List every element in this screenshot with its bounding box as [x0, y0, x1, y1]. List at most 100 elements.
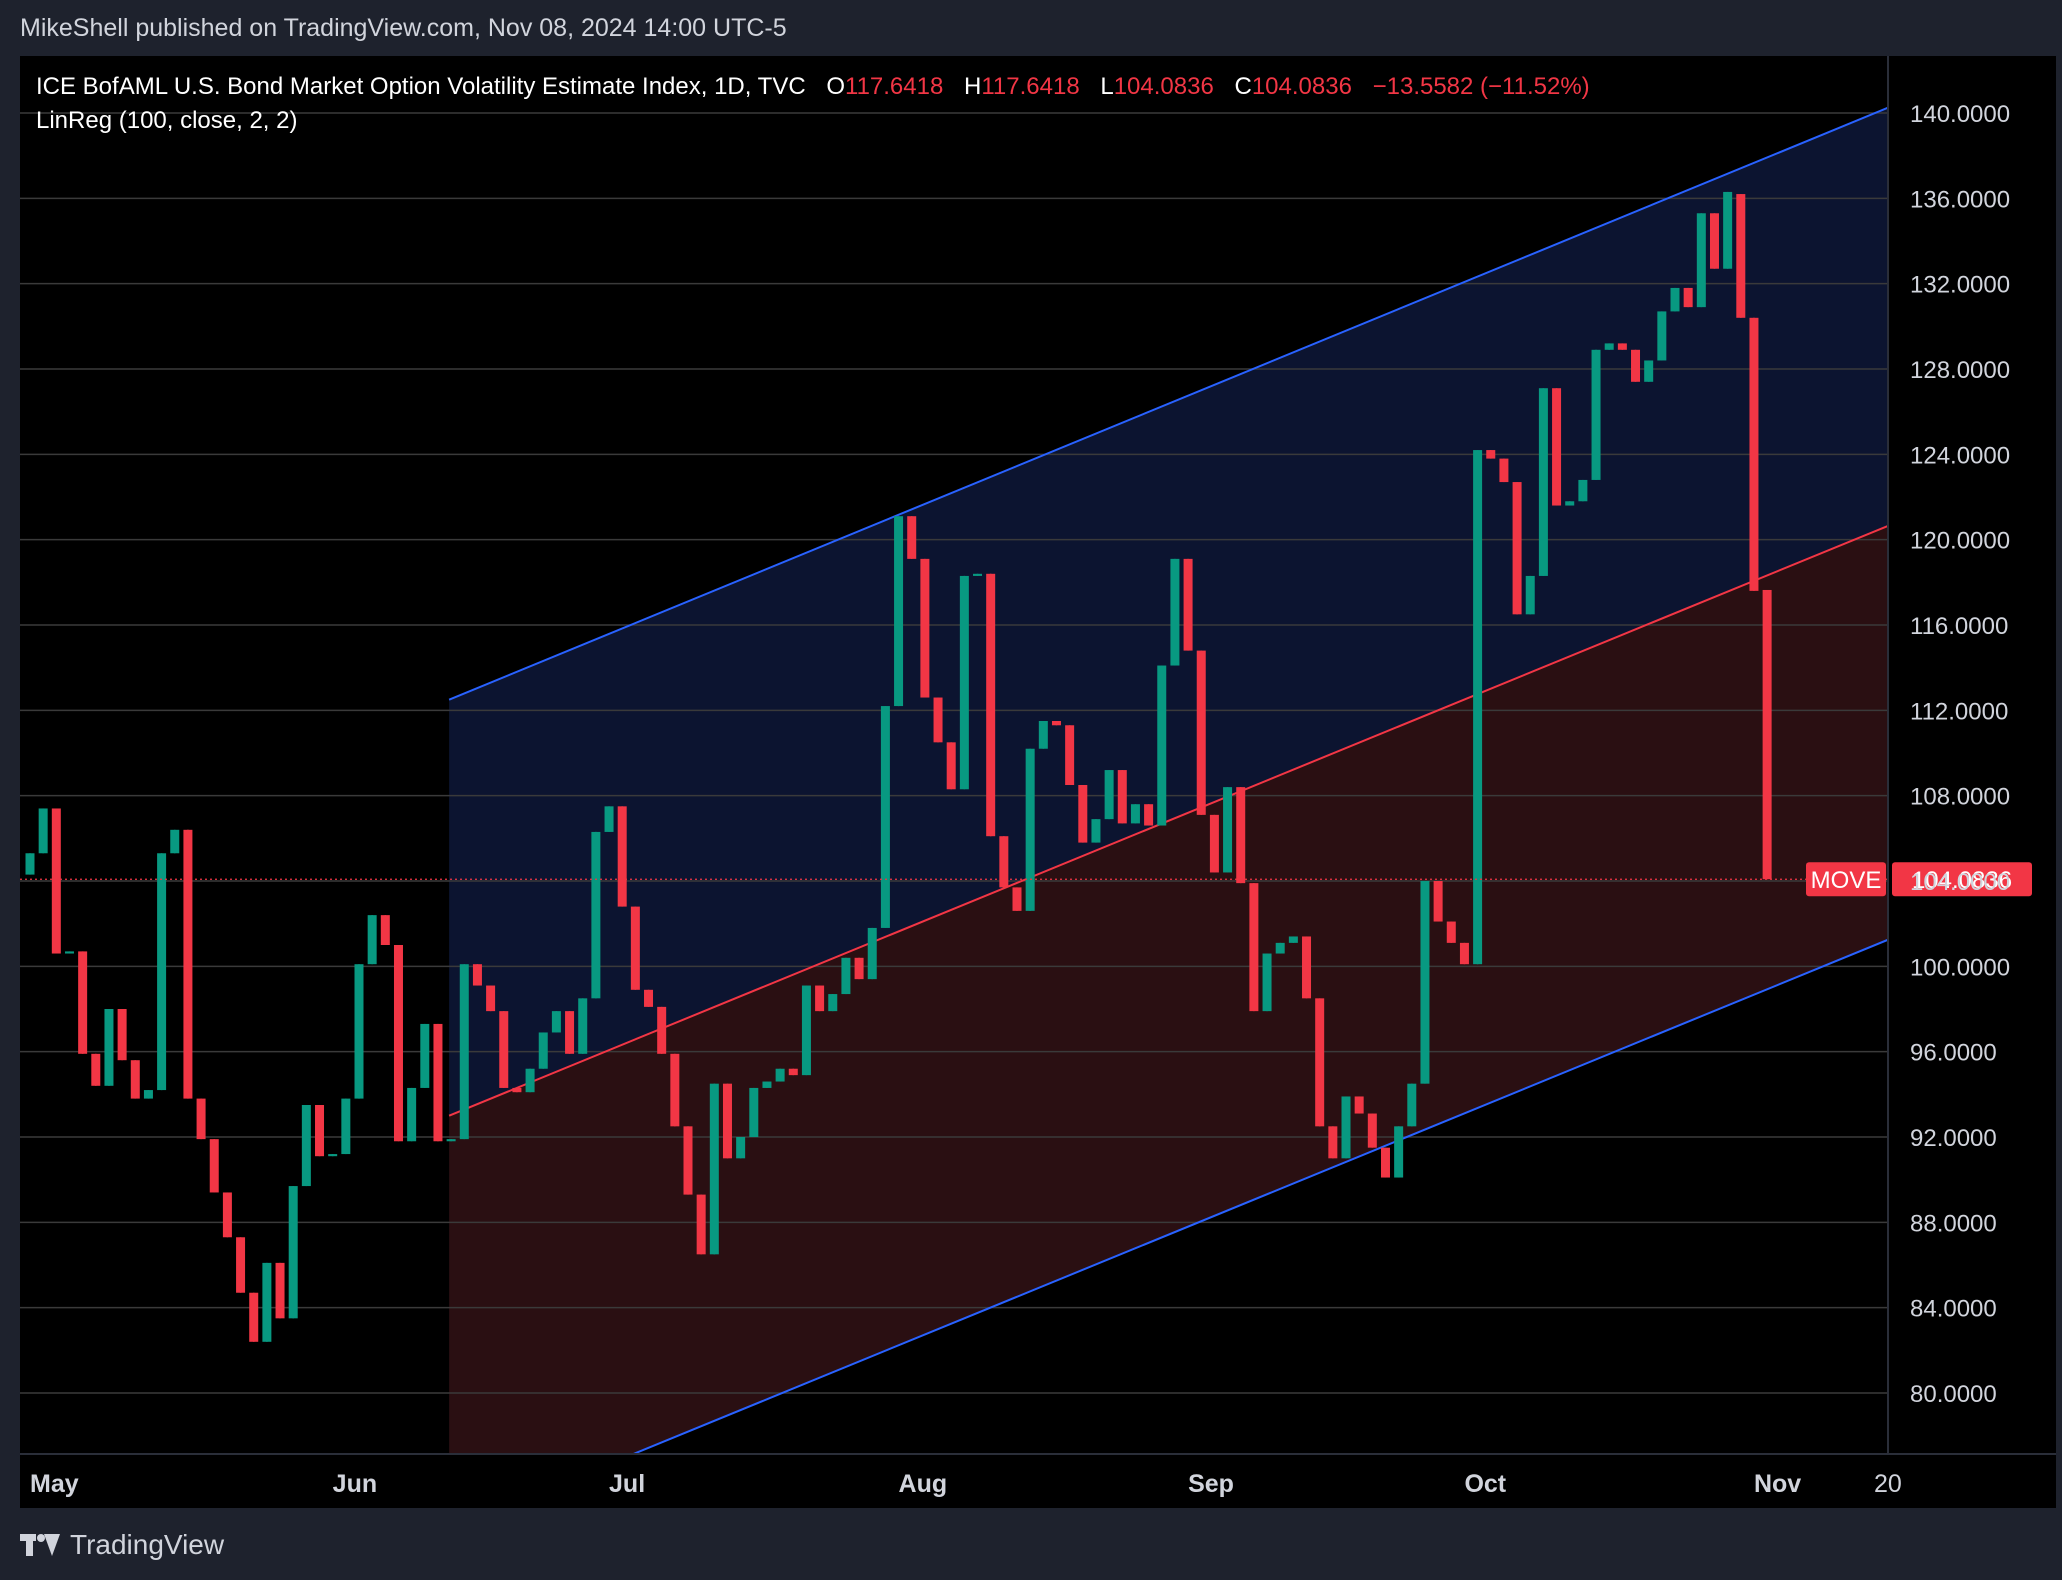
linreg-upper-fill — [449, 107, 1888, 1116]
candle — [696, 1194, 706, 1255]
candle — [380, 915, 390, 945]
symbol-tag — [1806, 862, 1886, 897]
high-value: 117.6418 — [981, 73, 1080, 100]
candle — [670, 1053, 680, 1127]
candle — [604, 806, 614, 832]
candle — [1025, 748, 1035, 911]
candle — [1709, 213, 1719, 269]
candle — [959, 575, 969, 790]
candle — [499, 1011, 509, 1088]
price-chart[interactable]: MOVE 104.0836 140.0000 136.0000 132.0000 128… — [0, 0, 2062, 1508]
candle — [657, 1006, 667, 1054]
candle — [1736, 194, 1746, 318]
candle — [78, 951, 88, 1054]
candle — [1315, 998, 1325, 1127]
candle — [196, 1098, 206, 1140]
candle — [1565, 501, 1575, 506]
candle — [1012, 887, 1022, 911]
candle — [880, 706, 890, 928]
candle — [1394, 1126, 1404, 1178]
candle — [1249, 883, 1259, 1012]
candle — [775, 1068, 785, 1082]
tradingview-brand[interactable]: TradingView — [20, 1528, 224, 1562]
y-tick-label: 84.0000 — [1910, 1296, 1997, 1323]
candle — [1104, 770, 1114, 820]
candle — [986, 573, 996, 837]
candle — [420, 1023, 430, 1088]
x-tick-label: Jul — [609, 1470, 645, 1498]
candle — [1144, 804, 1154, 826]
candle — [249, 1292, 259, 1342]
close-value: 104.0836 — [1251, 73, 1352, 100]
change-value: −13.5582 (−11.52%) — [1372, 73, 1590, 100]
candle — [130, 1060, 140, 1099]
candle — [91, 1053, 101, 1086]
candle — [1065, 725, 1075, 785]
candle — [288, 1186, 298, 1319]
candle — [1670, 287, 1680, 312]
candle — [64, 951, 74, 954]
candle — [1407, 1083, 1417, 1127]
high-label: H — [964, 73, 982, 100]
candle — [1091, 819, 1101, 843]
candle — [472, 964, 482, 986]
candle — [183, 829, 193, 1099]
candle — [565, 1011, 575, 1054]
candle — [1657, 311, 1667, 361]
candle — [1367, 1113, 1377, 1148]
publisher-bar: MikeShell published on TradingView.com, … — [0, 0, 2062, 56]
publisher-text: MikeShell published on TradingView.com, … — [20, 14, 787, 42]
candle — [1459, 942, 1469, 965]
candle — [1723, 191, 1733, 269]
y-tick-label: 104.0000 — [1910, 869, 2010, 896]
y-tick-label: 100.0000 — [1910, 954, 2010, 981]
candle — [275, 1262, 285, 1319]
candle — [1446, 921, 1456, 943]
candle — [1762, 589, 1772, 880]
candle — [867, 927, 877, 980]
candle — [1538, 388, 1548, 576]
symbol-title: ICE BofAML U.S. Bond Market Option Volat… — [36, 73, 806, 100]
last-price-tag — [1892, 862, 2032, 897]
candle — [1749, 317, 1759, 591]
candle — [933, 697, 943, 743]
candle — [1591, 349, 1601, 480]
candle — [538, 1032, 548, 1069]
candle — [236, 1237, 246, 1293]
candle — [1644, 360, 1654, 382]
candle — [591, 831, 601, 999]
candle — [315, 1105, 325, 1157]
indicator-label[interactable]: LinReg (100, close, 2, 2) — [36, 107, 298, 134]
candle — [788, 1068, 798, 1076]
candle — [222, 1192, 232, 1238]
candle — [999, 836, 1009, 888]
candle — [1341, 1096, 1351, 1159]
candle — [683, 1126, 693, 1195]
y-tick-label: 136.0000 — [1910, 186, 2010, 213]
candle — [209, 1139, 219, 1193]
candle — [1051, 721, 1061, 726]
candle — [446, 1139, 456, 1142]
y-tick-label: 88.0000 — [1910, 1210, 1997, 1237]
candle — [617, 806, 627, 907]
candle — [1525, 575, 1535, 615]
candle — [907, 516, 917, 559]
candle — [328, 1154, 338, 1157]
x-tick-label: Nov — [1754, 1470, 1801, 1498]
candle — [143, 1090, 153, 1099]
candle — [512, 1087, 522, 1093]
candle — [1552, 388, 1562, 506]
linreg-upper-line — [448, 106, 1888, 701]
y-tick-label: 112.0000 — [1910, 698, 2008, 725]
open-value: 117.6418 — [845, 73, 944, 100]
candle — [1196, 650, 1206, 815]
brand-name: TradingView — [70, 1529, 225, 1560]
candle — [1578, 479, 1588, 502]
candle — [1170, 558, 1180, 666]
candle — [946, 742, 956, 790]
candle — [486, 985, 496, 1012]
candle — [393, 945, 403, 1142]
candle — [1302, 936, 1312, 999]
x-tick-label: Sep — [1188, 1470, 1234, 1498]
candle — [722, 1083, 732, 1159]
